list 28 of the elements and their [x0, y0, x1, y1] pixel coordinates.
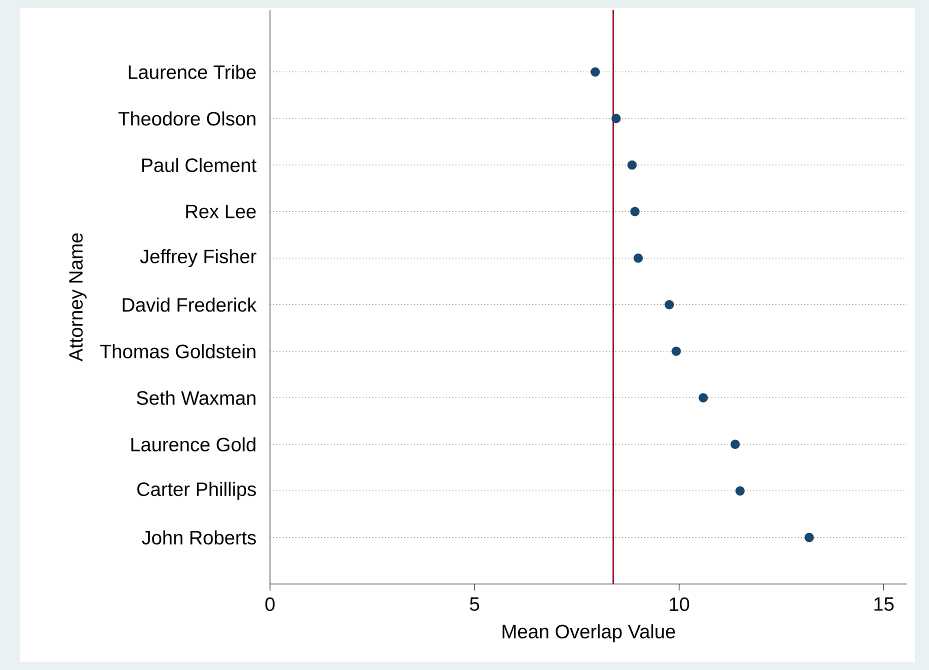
x-tick-label: 5	[470, 597, 480, 611]
y-tick-label: David Frederick	[122, 298, 257, 312]
y-tick-label: Jeffrey Fisher	[140, 249, 256, 268]
y-tick-label: Rex Lee	[186, 204, 256, 218]
point	[804, 532, 814, 542]
point	[730, 440, 740, 450]
x-tick-label: 0	[265, 597, 275, 612]
y-axis-title: Attorney Name	[69, 233, 87, 362]
point	[664, 300, 674, 310]
y-tick-label: Laurence Gold	[131, 437, 256, 452]
point	[590, 67, 600, 77]
point	[627, 160, 637, 170]
y-tick-label: Seth Waxman	[136, 390, 256, 405]
point	[611, 114, 621, 124]
y-tick-label: Carter Phillips	[137, 482, 256, 500]
y-tick-label: Laurence Tribe	[128, 64, 256, 80]
y-tick-label: Theodore Olson	[118, 111, 256, 126]
point	[630, 206, 640, 216]
x-axis-title: Mean Overlap Value	[502, 624, 676, 642]
y-tick-label: Paul Clement	[142, 158, 256, 172]
y-tick-label: John Roberts	[142, 530, 256, 545]
x-tick-label: 15	[874, 597, 894, 611]
point	[698, 393, 708, 402]
point	[634, 253, 643, 263]
y-tick-label: Thomas Goldstein	[100, 344, 256, 358]
x-tick-label: 10	[670, 597, 690, 612]
point	[735, 486, 745, 496]
point	[672, 346, 681, 356]
